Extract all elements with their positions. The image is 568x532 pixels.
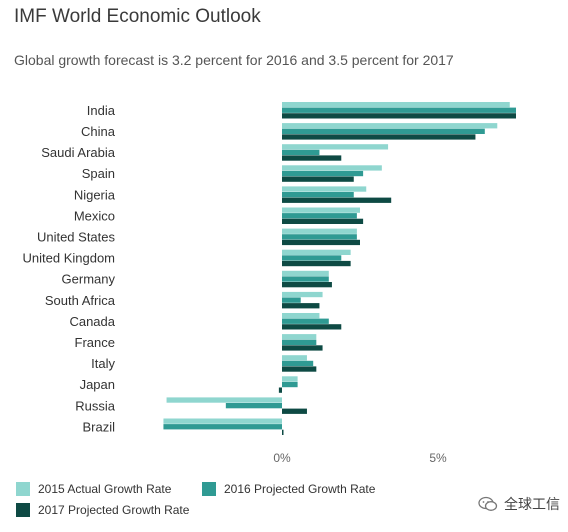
- category-label-brazil: Brazil: [82, 419, 115, 434]
- bar-chart: India China Saudi Arabia Spain Nigeria Mexico…: [23, 102, 516, 465]
- bar-france-2017: [282, 345, 323, 351]
- bar-spain-2015: [282, 165, 382, 171]
- category-label-japan: Japan: [80, 377, 115, 392]
- legend-label-2015: 2015 Actual Growth Rate: [38, 482, 172, 496]
- bar-saudi-arabia-2015: [282, 144, 389, 150]
- bar-india-2015: [282, 102, 510, 108]
- chart-subtitle: Global growth forecast is 3.2 percent fo…: [14, 52, 454, 68]
- category-label-united-states: United States: [37, 230, 116, 245]
- bar-china-2017: [282, 134, 476, 140]
- bar-india-2016: [282, 107, 516, 113]
- category-label-united-kingdom: United Kingdom: [23, 251, 116, 266]
- watermark: 全球工信: [478, 494, 560, 514]
- bar-brazil-2016: [163, 424, 282, 430]
- legend-label-2017: 2017 Projected Growth Rate: [38, 503, 190, 517]
- legend-swatch-2015: [16, 482, 30, 496]
- bar-china-2015: [282, 123, 498, 129]
- bar-united-states-2015: [282, 228, 357, 234]
- bar-russia-2016: [225, 403, 282, 409]
- category-label-saudi-arabia: Saudi Arabia: [41, 145, 115, 160]
- bar-japan-2016: [282, 381, 298, 388]
- legend-item-2017: 2017 Projected Growth Rate: [16, 503, 189, 517]
- bar-china-2016: [282, 128, 485, 134]
- bar-south-africa-2017: [282, 303, 320, 309]
- bar-brazil-2015: [163, 418, 282, 424]
- category-label-russia: Russia: [75, 398, 116, 413]
- legend-item-2016: 2016 Projected Growth Rate: [202, 482, 375, 496]
- category-label-canada: Canada: [69, 314, 115, 329]
- bar-india-2017: [282, 113, 516, 119]
- category-label-nigeria: Nigeria: [74, 187, 116, 202]
- bar-russia-2017: [282, 408, 307, 414]
- bar-canada-2015: [282, 313, 320, 319]
- bar-japan-2017: [278, 387, 282, 393]
- bar-united-states-2016: [282, 234, 357, 240]
- watermark-text: 全球工信: [504, 496, 560, 512]
- bar-saudi-arabia-2016: [282, 149, 320, 156]
- bar-france-2015: [282, 334, 317, 340]
- legend-item-2015: 2015 Actual Growth Rate: [16, 482, 171, 496]
- bar-brazil-2017: [282, 429, 284, 435]
- bar-united-kingdom-2017: [282, 260, 351, 267]
- category-label-france: France: [75, 335, 115, 350]
- bar-nigeria-2015: [282, 186, 367, 192]
- bar-spain-2017: [282, 176, 354, 182]
- bar-south-africa-2016: [282, 297, 301, 303]
- bar-mexico-2017: [282, 218, 364, 224]
- legend-swatch-2017: [16, 503, 30, 517]
- bar-mexico-2015: [282, 207, 360, 213]
- bar-italy-2016: [282, 360, 314, 367]
- bar-united-kingdom-2016: [282, 255, 342, 261]
- bar-italy-2017: [282, 366, 317, 372]
- bar-japan-2015: [282, 376, 298, 382]
- category-label-mexico: Mexico: [74, 208, 115, 223]
- bar-canada-2016: [282, 318, 329, 324]
- bar-france-2016: [282, 339, 317, 345]
- bar-germany-2017: [282, 282, 332, 288]
- chart-title: IMF World Economic Outlook: [14, 6, 261, 27]
- bar-south-africa-2015: [282, 291, 323, 298]
- x-tick-label-1: 5%: [429, 451, 447, 465]
- category-label-italy: Italy: [91, 356, 115, 371]
- bar-nigeria-2017: [282, 197, 392, 203]
- category-label-south-africa: South Africa: [45, 293, 116, 308]
- bar-italy-2015: [282, 355, 307, 361]
- bar-nigeria-2016: [282, 192, 354, 198]
- wechat-icon: [478, 496, 498, 512]
- legend-label-2016: 2016 Projected Growth Rate: [224, 482, 376, 496]
- bar-germany-2015: [282, 270, 329, 277]
- category-label-india: India: [87, 103, 116, 118]
- bar-russia-2015: [166, 397, 282, 403]
- bar-mexico-2016: [282, 213, 357, 219]
- legend-swatch-2016: [202, 482, 216, 496]
- bar-united-states-2017: [282, 239, 360, 246]
- category-label-china: China: [81, 124, 116, 139]
- bar-canada-2017: [282, 324, 342, 330]
- bar-spain-2016: [282, 170, 364, 177]
- x-tick-label-0: 0%: [273, 451, 291, 465]
- bar-saudi-arabia-2017: [282, 155, 342, 161]
- category-label-spain: Spain: [82, 166, 115, 181]
- category-label-germany: Germany: [62, 272, 116, 287]
- bar-united-kingdom-2015: [282, 249, 351, 255]
- bar-germany-2016: [282, 276, 329, 282]
